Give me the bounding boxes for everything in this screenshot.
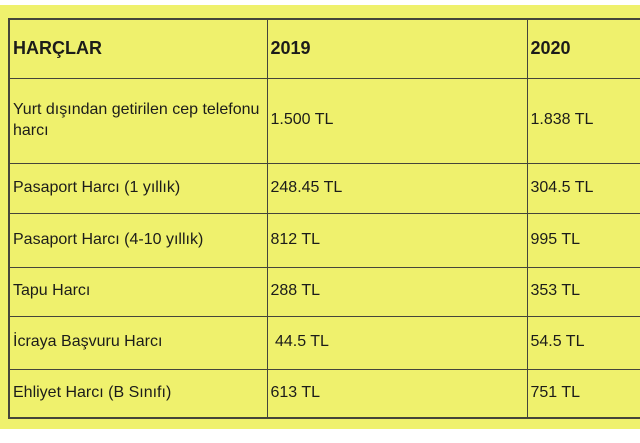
value-2020: 304.5 TL (526, 162, 640, 214)
column-header-2020: 2020 (526, 18, 640, 79)
value-2020: 54.5 TL (526, 315, 640, 370)
value-2019: 248.45 TL (266, 162, 528, 214)
value-2019: 288 TL (266, 266, 528, 317)
column-header-2019: 2019 (266, 18, 528, 79)
row-label-pasaport-harci-1-yillik: Pasaport Harcı (1 yıllık) (8, 162, 268, 214)
column-header-harclar: HARÇLAR (8, 18, 268, 79)
value-2019: 1.500 TL (266, 77, 528, 164)
row-label-tapu-harci: Tapu Harcı (8, 266, 268, 317)
row-label-icraya-basvuru-harci: İcraya Başvuru Harcı (8, 315, 268, 370)
row-label-cep-telefonu-harci: Yurt dışından getirilen cep telefonu har… (8, 77, 268, 164)
fees-table: HARÇLAR 2019 2020 Yurt dışından getirile… (8, 18, 640, 419)
table-row: Yurt dışından getirilen cep telefonu har… (8, 77, 640, 164)
value-2020: 353 TL (526, 266, 640, 317)
row-label-pasaport-harci-4-10-yillik: Pasaport Harcı (4-10 yıllık) (8, 212, 268, 268)
value-2019: 613 TL (266, 368, 528, 419)
yellow-banner: HARÇLAR 2019 2020 Yurt dışından getirile… (0, 5, 640, 429)
table-row: Pasaport Harcı (4-10 yıllık) 812 TL 995 … (8, 212, 640, 268)
value-2019: 812 TL (266, 212, 528, 268)
row-label-ehliyet-harci-b-sinifi: Ehliyet Harcı (B Sınıfı) (8, 368, 268, 419)
table-row: Pasaport Harcı (1 yıllık) 248.45 TL 304.… (8, 162, 640, 214)
table-row: Tapu Harcı 288 TL 353 TL (8, 266, 640, 317)
table-row: Ehliyet Harcı (B Sınıfı) 613 TL 751 TL (8, 368, 640, 419)
table-header-row: HARÇLAR 2019 2020 (8, 18, 640, 79)
value-2020: 1.838 TL (526, 77, 640, 164)
value-2020: 995 TL (526, 212, 640, 268)
value-2020: 751 TL (526, 368, 640, 419)
value-2019: 44.5 TL (266, 315, 528, 370)
table-row: İcraya Başvuru Harcı 44.5 TL 54.5 TL (8, 315, 640, 370)
